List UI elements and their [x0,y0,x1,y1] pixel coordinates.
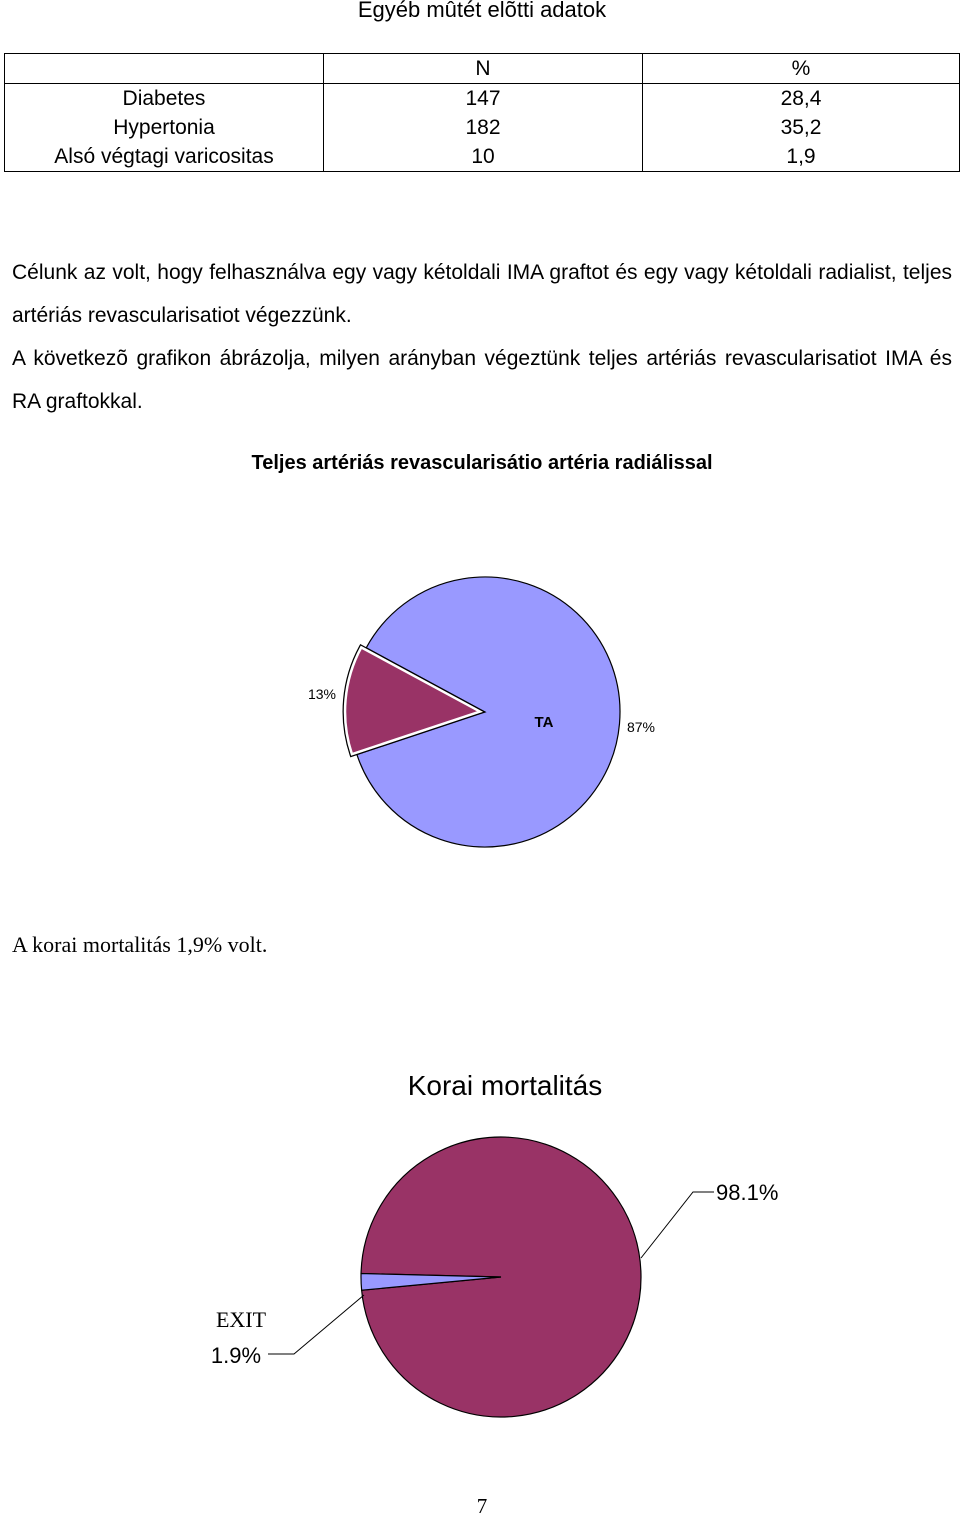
table-cell-n: 182 [323,113,643,142]
chart2-slice-label: EXIT [216,1307,267,1332]
chart1-slice-ta [356,576,621,848]
mortality-text: A korai mortalitás 1,9% volt. [12,932,268,957]
chart1-slice-small [343,645,484,756]
paragraph-graph-intro: A következõ grafikon ábrázolja, milyen a… [12,347,952,413]
table-title: Egyéb mûtét elõtti adatok [357,0,607,22]
preop-data-table: N % Diabetes 147 28,4 Hypertonia 182 35,… [4,53,960,172]
table-cell-pct: 35,2 [642,113,960,142]
chart2-slice-exit [360,1272,502,1291]
chart1-value-label: 13% [308,686,336,702]
page-number: 7 [476,1494,488,1518]
chart1-title: Teljes artériás revascularisátio artéria… [251,452,713,474]
chart1-slice-label: TA [535,714,554,731]
chart2-value-label: 1.9% [211,1343,261,1368]
table-cell-label: Diabetes [4,83,324,113]
table-header-cell: N [323,53,643,84]
table-row: Diabetes 147 28,4 [4,83,960,113]
table-header-cell: % [642,53,960,84]
table-cell-label: Hypertonia [4,113,324,142]
table-cell-pct: 28,4 [642,83,960,113]
chart2-title: Korai mortalitás [407,1070,603,1101]
chart2-value-label: 98.1% [716,1180,778,1205]
table-header-row: N % [4,53,960,84]
table-row: Alsó végtagi varicositas 10 1,9 [4,142,960,172]
table-row: Hypertonia 182 35,2 [4,113,960,142]
chart1-pie: 13% TA 87% [308,576,655,848]
table-cell-n: 147 [323,83,643,113]
table-cell-label: Alsó végtagi varicositas [4,142,324,172]
table-header-cell [4,53,324,84]
paragraph-goal: Célunk az volt, hogy felhasználva egy va… [12,261,952,327]
table-cell-n: 10 [323,142,643,172]
chart1-value-label: 87% [627,719,655,735]
table-cell-pct: 1,9 [642,142,960,172]
chart2-pie: 98.1% EXIT 1.9% [211,1136,778,1418]
